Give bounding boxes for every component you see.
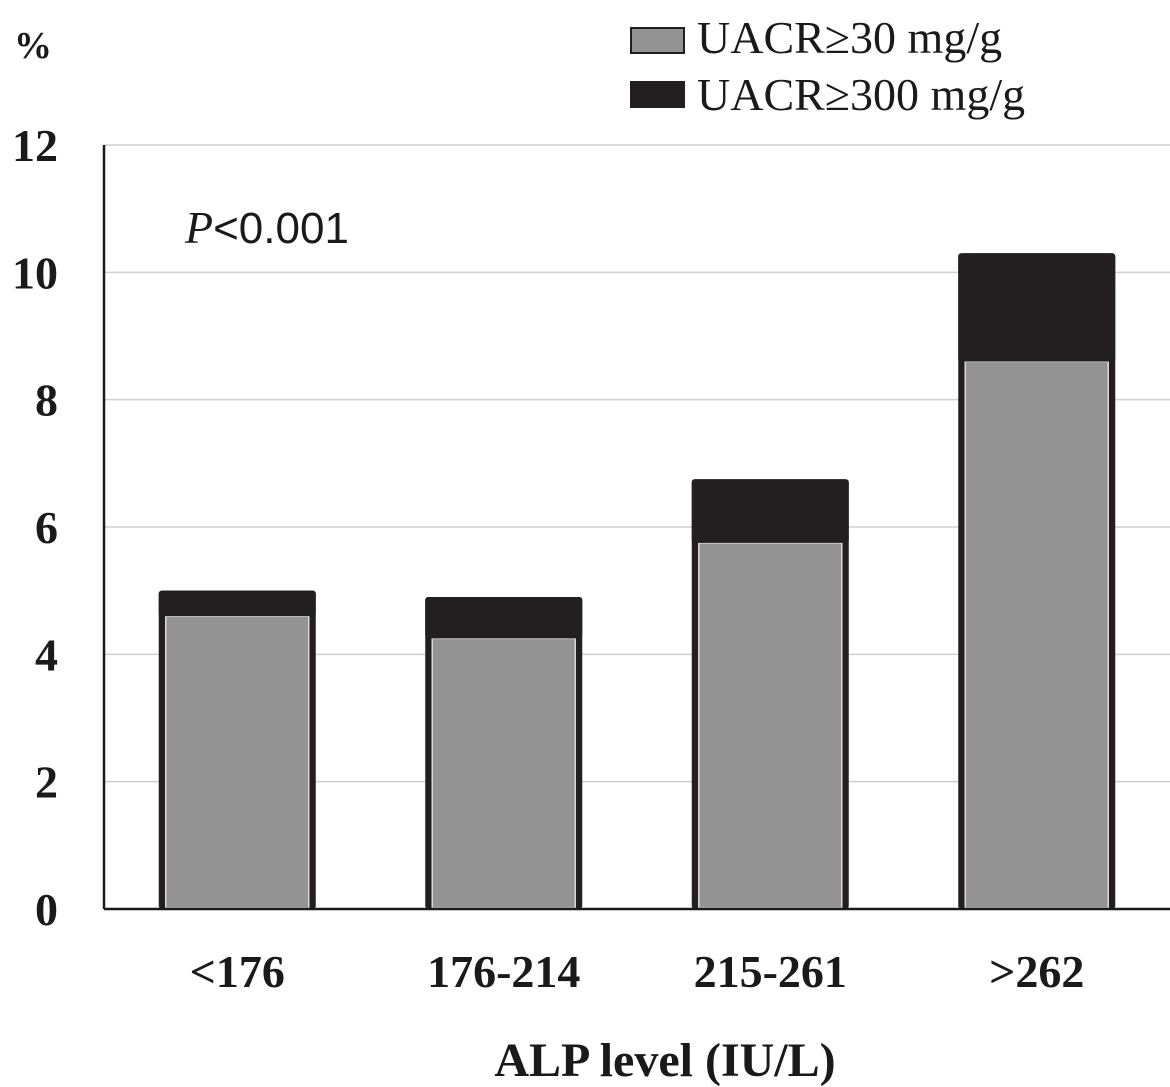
bar-segment-uacr-300-0 [158, 590, 316, 617]
p-value-annotation: P<0.001 [184, 202, 349, 253]
bar-segment-uacr-30-2 [698, 542, 843, 909]
y-tick-label-4: 4 [35, 629, 58, 680]
y-tick-labels: 0 2 4 6 8 10 12 [12, 120, 58, 935]
bar-segment-uacr-300-1 [425, 597, 583, 639]
legend-label-uacr-30: UACR≥30 mg/g [697, 12, 1002, 63]
p-letter: P [184, 202, 213, 253]
bar-segment-uacr-300-3 [958, 253, 1116, 362]
bar-segment-uacr-300-2 [691, 479, 849, 543]
bar-segment-uacr-30-0 [165, 615, 310, 909]
legend-label-uacr-300: UACR≥300 mg/g [697, 69, 1025, 120]
bar-segment-uacr-30-1 [431, 637, 576, 909]
x-category-label-1: 176-214 [427, 946, 580, 997]
bar-segment-uacr-30-3 [964, 360, 1109, 909]
bar-group-1 [425, 597, 583, 909]
y-axis-unit-label: % [14, 25, 52, 67]
legend-swatch-uacr-300 [630, 81, 685, 108]
bar-group-2 [691, 479, 849, 909]
y-tick-label-6: 6 [35, 502, 58, 553]
p-value: <0.001 [213, 204, 349, 253]
x-axis-title: ALP level (IU/L) [494, 1034, 835, 1087]
x-category-label-2: 215-261 [694, 946, 847, 997]
x-category-label-0: <176 [190, 946, 285, 997]
bars [158, 253, 1116, 909]
x-category-label-3: >262 [989, 946, 1084, 997]
y-tick-label-10: 10 [12, 247, 58, 298]
legend-swatch-uacr-30 [630, 27, 685, 54]
bar-group-3 [958, 253, 1116, 909]
y-tick-label-2: 2 [35, 757, 58, 808]
x-category-labels: <176 176-214 215-261 >262 [190, 946, 1085, 997]
bar-group-0 [158, 590, 316, 909]
y-tick-label-0: 0 [35, 884, 58, 935]
legend: UACR≥30 mg/g UACR≥300 mg/g [630, 12, 1025, 120]
y-tick-label-12: 12 [12, 120, 58, 171]
y-tick-label-8: 8 [35, 375, 58, 426]
